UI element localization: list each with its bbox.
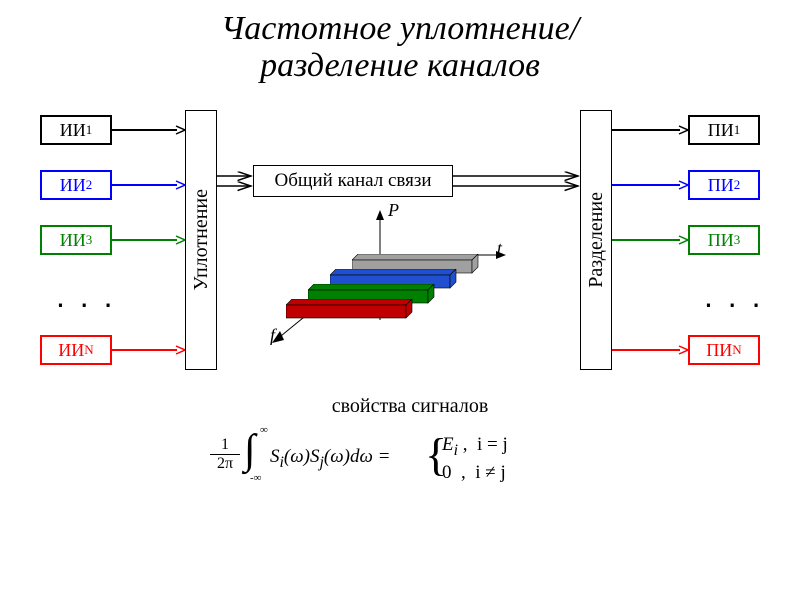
formula-body: Si(ω)Sj(ω)dω = [270,446,390,467]
formula-frac-top: 1 [210,436,240,454]
formula: 1 2π ∫ ∞ -∞ Si(ω)Sj(ω)dω = { Ei , i = j … [210,430,630,500]
spectrum-bar-3 [286,299,418,324]
spectrum-diagram [0,0,800,400]
formula-int-upper: ∞ [260,424,268,436]
axis-P-label: P [388,200,399,221]
formula-case1: Ei , i = j [442,434,508,455]
axis-t-label: t [497,238,502,259]
axis-f-label: f [270,325,275,346]
formula-case2: 0 , i ≠ j [442,462,506,483]
bottom-text: свойства сигналов [300,395,520,418]
formula-int-lower: -∞ [250,472,262,484]
formula-frac-bot: 2π [210,455,240,473]
